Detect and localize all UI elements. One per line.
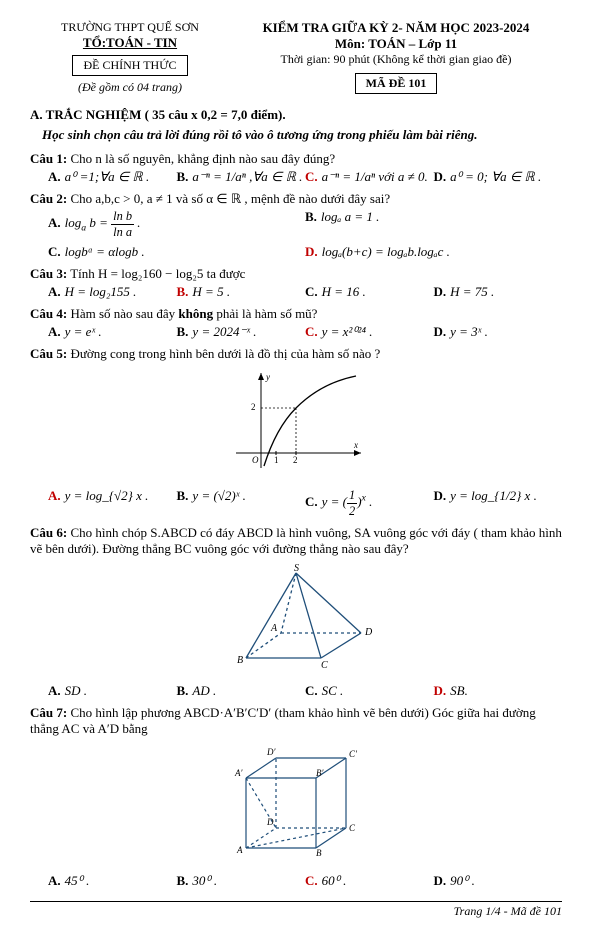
q7-opt-b: B.30⁰ . — [177, 873, 306, 889]
q2-number: Câu 2: — [30, 191, 67, 206]
subject: Môn: TOÁN – Lớp 11 — [230, 36, 562, 52]
header: TRƯỜNG THPT QUẾ SƠN TỔ:TOÁN - TIN ĐỀ CHÍ… — [30, 20, 562, 95]
exam-title: KIỂM TRA GIỮA KỲ 2- NĂM HỌC 2023-2024 — [230, 20, 562, 36]
q6-opt-a: A.SD . — [48, 683, 177, 699]
official-stamp: ĐỀ CHÍNH THỨC — [72, 55, 187, 76]
q6-text: Cho hình chóp S.ABCD có đáy ABCD là hình… — [30, 525, 562, 556]
q4-number: Câu 4: — [30, 306, 67, 321]
q5-opt-c: C.y = (12)x . — [305, 488, 434, 519]
q7-opt-d: D.90⁰ . — [434, 873, 563, 889]
q3-opt-b: B.H = 5 . — [177, 284, 306, 300]
question-4: Câu 4: Hàm số nào sau đây không phải là … — [30, 306, 562, 340]
q1-number: Câu 1: — [30, 151, 67, 166]
q4-opt-d: D.y = 3ˣ . — [434, 324, 563, 340]
q2-opt-d: D.logₐ(b+c) = logₐb.logₐc . — [305, 244, 562, 260]
header-right: KIỂM TRA GIỮA KỲ 2- NĂM HỌC 2023-2024 Mô… — [230, 20, 562, 95]
question-1: Câu 1: Cho n là số nguyên, khẳng định nà… — [30, 151, 562, 185]
school-name: TRƯỜNG THPT QUẾ SƠN — [30, 20, 230, 35]
q6-node-c: C — [321, 660, 328, 671]
q4-text: Hàm số nào sau đây không phải là hàm số … — [67, 306, 317, 321]
q5-number: Câu 5: — [30, 346, 67, 361]
q6-number: Câu 6: — [30, 525, 67, 540]
question-7: Câu 7: Cho hình lập phương ABCD·A′B′C′D′… — [30, 705, 562, 889]
q6-opt-b: B.AD . — [177, 683, 306, 699]
instructions: Học sinh chọn câu trả lời đúng rồi tô và… — [42, 127, 562, 143]
q7-node-a: A — [236, 845, 243, 855]
q4-opt-b: B.y = 2024⁻ˣ . — [177, 324, 306, 340]
q7-opt-c: C.60⁰ . — [305, 873, 434, 889]
q7-node-cp: C′ — [349, 749, 358, 759]
q3-opt-a: A.H = log₂155 . — [48, 284, 177, 300]
q2-opt-a: A.loga b = ln bln a . — [48, 209, 305, 240]
q7-node-d: D — [266, 817, 274, 827]
q3-opt-c: C.H = 16 . — [305, 284, 434, 300]
q6-node-d: D — [364, 627, 373, 638]
exam-code: MÃ ĐỀ 101 — [355, 73, 438, 94]
q5-ylabel-2: 2 — [251, 402, 256, 412]
q3-opt-d: D.H = 75 . — [434, 284, 563, 300]
question-3: Câu 3: Tính H = log₂160 − log₂5 ta được … — [30, 266, 562, 300]
q7-node-bp: B′ — [316, 768, 324, 778]
q7-node-c: C — [349, 823, 356, 833]
q5-opt-a: A.y = log_{√2} x . — [48, 488, 177, 519]
q2-text: Cho a,b,c > 0, a ≠ 1 và số α ∈ ℝ , mệnh … — [67, 191, 390, 206]
question-5: Câu 5: Đường cong trong hình bên dưới là… — [30, 346, 562, 519]
q7-node-b: B — [316, 848, 322, 858]
q7-text: Cho hình lập phương ABCD·A′B′C′D′ (tham … — [30, 705, 536, 736]
question-6: Câu 6: Cho hình chóp S.ABCD có đáy ABCD … — [30, 525, 562, 699]
svg-text:y: y — [265, 372, 270, 382]
q5-opt-b: B.y = (√2)ˣ . — [177, 488, 306, 519]
q7-node-dp: D′ — [266, 747, 276, 757]
q3-number: Câu 3: — [30, 266, 67, 281]
q5-opt-d: D.y = log_{1/2} x . — [434, 488, 563, 519]
q1-opt-c: C.a⁻ⁿ = 1/aⁿ với a ≠ 0. — [305, 169, 434, 185]
q6-opt-d: D.SB. — [434, 683, 563, 699]
department: TỔ:TOÁN - TIN — [30, 35, 230, 51]
q6-figure: S A B C D — [30, 563, 562, 677]
q4-opt-c: C.y = x²⁰²⁴ . — [305, 324, 434, 340]
q5-xlabel-1: 1 — [274, 455, 279, 465]
time-note: Thời gian: 90 phút (Không kể thời gian g… — [230, 52, 562, 67]
q7-opt-a: A.45⁰ . — [48, 873, 177, 889]
q5-origin: O — [252, 455, 259, 465]
q6-opt-c: C.SC . — [305, 683, 434, 699]
pages-note: (Đề gồm có 04 trang) — [30, 80, 230, 95]
q2-opt-b: B.logₐ a = 1 . — [305, 209, 562, 240]
q6-node-a: A — [270, 623, 278, 634]
question-2: Câu 2: Cho a,b,c > 0, a ≠ 1 và số α ∈ ℝ … — [30, 191, 562, 260]
q7-node-ap: A′ — [234, 768, 243, 778]
q7-number: Câu 7: — [30, 705, 67, 720]
q2-opt-c: C.logbᵅ = αlogb . — [48, 244, 305, 260]
q1-text: Cho n là số nguyên, khẳng định nào sau đ… — [67, 151, 335, 166]
q7-figure: A B C D A′ B′ C′ D′ — [30, 743, 562, 867]
page-footer: Trang 1/4 - Mã đề 101 — [30, 901, 562, 919]
q5-figure: 2 1 2 O x y — [30, 368, 562, 482]
q1-opt-b: B.a⁻ⁿ = 1/aⁿ ,∀a ∈ ℝ . — [177, 169, 306, 185]
svg-text:x: x — [353, 440, 358, 450]
q1-opt-a: A.a⁰ =1;∀a ∈ ℝ . — [48, 169, 177, 185]
q6-node-s: S — [294, 563, 299, 574]
q4-opt-a: A.y = eˣ . — [48, 324, 177, 340]
q3-text: Tính H = log₂160 − log₂5 ta được — [67, 266, 245, 281]
q6-node-b: B — [237, 655, 243, 666]
q5-xlabel-2: 2 — [293, 455, 298, 465]
section-a-label: A. TRẮC NGHIỆM ( 35 câu x 0,2 = 7,0 điểm… — [30, 107, 562, 123]
q1-opt-d: D.a⁰ = 0; ∀a ∈ ℝ . — [434, 169, 563, 185]
header-left: TRƯỜNG THPT QUẾ SƠN TỔ:TOÁN - TIN ĐỀ CHÍ… — [30, 20, 230, 95]
q5-text: Đường cong trong hình bên dưới là đồ thị… — [67, 346, 380, 361]
